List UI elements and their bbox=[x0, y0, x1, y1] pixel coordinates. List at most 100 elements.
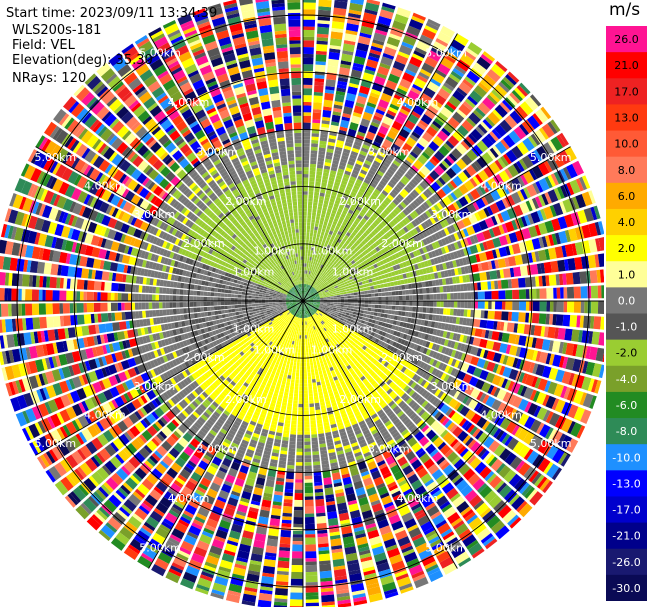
velocity-gate bbox=[318, 267, 322, 272]
velocity-gate bbox=[342, 177, 349, 182]
velocity-gate bbox=[386, 282, 391, 287]
velocity-gate bbox=[402, 35, 417, 46]
velocity-gate bbox=[312, 205, 318, 210]
velocity-gate bbox=[308, 386, 313, 391]
velocity-gate bbox=[494, 259, 500, 269]
velocity-gate bbox=[371, 179, 379, 186]
velocity-gate bbox=[296, 451, 303, 456]
velocity-gate bbox=[393, 281, 398, 286]
velocity-gate bbox=[418, 119, 429, 128]
velocity-gate bbox=[433, 193, 441, 201]
velocity-gate bbox=[472, 109, 484, 120]
velocity-gate bbox=[315, 287, 319, 291]
velocity-gate bbox=[297, 334, 300, 339]
velocity-gate bbox=[299, 383, 303, 387]
velocity-gate bbox=[315, 409, 321, 414]
velocity-gate bbox=[498, 81, 510, 93]
velocity-gate bbox=[354, 265, 360, 270]
velocity-gate bbox=[506, 322, 515, 333]
velocity-gate bbox=[415, 173, 424, 181]
velocity-gate bbox=[419, 307, 423, 313]
velocity-gate bbox=[386, 36, 401, 47]
velocity-gate bbox=[377, 151, 386, 158]
velocity-gate bbox=[376, 271, 382, 276]
velocity-gate bbox=[340, 294, 344, 297]
velocity-gate bbox=[351, 250, 357, 255]
velocity-gate bbox=[298, 328, 301, 332]
velocity-gate bbox=[462, 228, 469, 237]
velocity-gate bbox=[313, 461, 321, 466]
velocity-gate bbox=[354, 298, 358, 301]
velocity-gate bbox=[303, 359, 307, 363]
velocity-gate bbox=[412, 306, 417, 312]
velocity-gate bbox=[303, 335, 305, 339]
velocity-gate bbox=[323, 243, 328, 248]
velocity-gate bbox=[320, 264, 324, 269]
velocity-gate bbox=[410, 237, 416, 244]
velocity-gate bbox=[396, 87, 407, 96]
velocity-gate bbox=[346, 250, 352, 255]
velocity-gate bbox=[440, 25, 455, 38]
velocity-gate bbox=[405, 272, 411, 278]
velocity-gate bbox=[520, 216, 528, 227]
velocity-gate bbox=[313, 464, 321, 469]
velocity-gate bbox=[339, 67, 350, 76]
velocity-gate bbox=[410, 178, 419, 186]
velocity-gate bbox=[306, 229, 310, 233]
velocity-gate bbox=[445, 261, 451, 269]
velocity-gate bbox=[321, 273, 325, 277]
velocity-gate bbox=[405, 289, 410, 295]
velocity-gate bbox=[296, 331, 299, 335]
velocity-gate bbox=[553, 171, 563, 185]
velocity-gate bbox=[385, 43, 398, 51]
velocity-gate bbox=[306, 287, 308, 292]
velocity-gate bbox=[557, 186, 565, 199]
velocity-gate bbox=[312, 358, 316, 362]
velocity-gate bbox=[325, 86, 335, 91]
velocity-gate bbox=[494, 124, 507, 138]
velocity-gate bbox=[374, 276, 380, 281]
velocity-gate bbox=[344, 234, 349, 240]
velocity-gate bbox=[342, 151, 350, 157]
velocity-gate bbox=[321, 249, 325, 254]
velocity-gate bbox=[318, 241, 322, 246]
velocity-gate bbox=[505, 182, 513, 194]
velocity-gate bbox=[310, 278, 313, 283]
velocity-gate bbox=[338, 278, 343, 282]
velocity-gate bbox=[303, 160, 309, 164]
velocity-gate bbox=[334, 0, 348, 3]
velocity-gate bbox=[435, 69, 447, 78]
velocity-gate bbox=[347, 266, 352, 271]
velocity-gate bbox=[294, 389, 299, 394]
velocity-gate bbox=[488, 301, 492, 310]
velocity-gate bbox=[326, 211, 331, 216]
velocity-gate bbox=[404, 186, 412, 194]
velocity-gate bbox=[347, 160, 355, 166]
velocity-gate bbox=[407, 246, 413, 253]
velocity-gate bbox=[303, 16, 316, 20]
velocity-gate bbox=[402, 273, 407, 279]
velocity-gate bbox=[409, 191, 417, 199]
velocity-gate bbox=[322, 294, 327, 297]
velocity-gate bbox=[341, 285, 346, 288]
velocity-gate bbox=[479, 319, 488, 329]
velocity-gate bbox=[310, 291, 314, 294]
velocity-gate bbox=[403, 254, 409, 261]
velocity-gate bbox=[370, 45, 383, 53]
velocity-gate bbox=[330, 121, 340, 127]
velocity-gate bbox=[348, 12, 361, 19]
velocity-gate bbox=[504, 115, 518, 129]
velocity-gate bbox=[339, 186, 345, 192]
velocity-gate bbox=[308, 249, 311, 254]
velocity-gate bbox=[299, 335, 302, 339]
velocity-gate bbox=[374, 210, 381, 217]
velocity-gate bbox=[370, 215, 376, 222]
velocity-gate bbox=[436, 188, 447, 199]
velocity-gate bbox=[293, 396, 298, 401]
velocity-gate bbox=[476, 56, 491, 70]
velocity-gate bbox=[384, 225, 391, 232]
velocity-gate bbox=[311, 372, 315, 376]
velocity-gate bbox=[359, 253, 364, 259]
velocity-gate bbox=[366, 101, 377, 109]
velocity-gate bbox=[308, 393, 313, 397]
